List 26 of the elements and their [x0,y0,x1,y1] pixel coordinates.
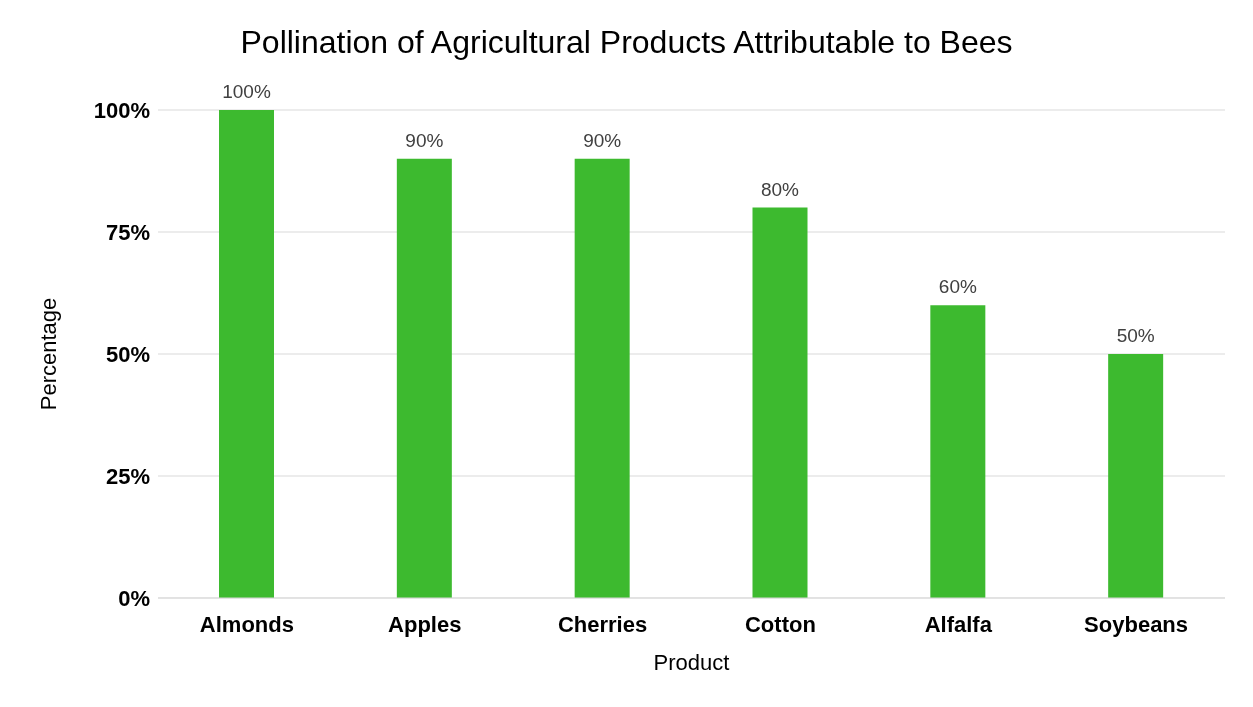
data-label: 50% [1116,325,1155,346]
chart-title: Pollination of Agricultural Products Attributable to Bees [239,24,1014,61]
bar [1108,354,1164,598]
data-label: 100% [222,81,271,102]
y-tick-label: 50% [105,341,150,367]
data-label: 90% [583,129,622,151]
data-label: 90% [405,129,444,151]
y-tick-label: 25% [105,463,150,489]
x-tick-label: Cotton [744,611,816,637]
y-tick-label: 0% [118,585,150,611]
bar [219,110,274,598]
x-tick-label: Apples [388,611,462,637]
x-axis-title: Product [653,650,730,675]
x-tick-label: Almonds [199,611,294,637]
bar [396,158,452,598]
bar [930,305,986,598]
bar [574,158,630,598]
data-label: 60% [938,276,977,298]
y-tick-label: 100% [93,97,150,123]
y-tick-label: 75% [105,219,150,245]
bar [752,207,808,598]
x-tick-label: Alfalfa [924,611,993,637]
data-label: 80% [760,178,800,200]
y-axis-title: Percentage [35,297,61,411]
x-tick-label: Soybeans [1084,611,1189,637]
x-tick-label: Cherries [557,611,648,637]
